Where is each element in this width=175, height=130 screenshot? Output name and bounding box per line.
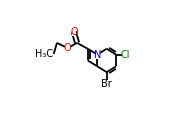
Text: H₃C: H₃C [35,49,53,59]
Text: Cl: Cl [121,50,130,60]
Bar [103,80,110,88]
Bar [72,28,76,36]
Text: O: O [64,43,72,53]
Bar [65,44,70,52]
Text: O: O [70,27,78,37]
Bar [122,51,129,58]
Text: N: N [94,50,101,60]
Bar [95,51,100,58]
Text: Br: Br [101,79,112,89]
